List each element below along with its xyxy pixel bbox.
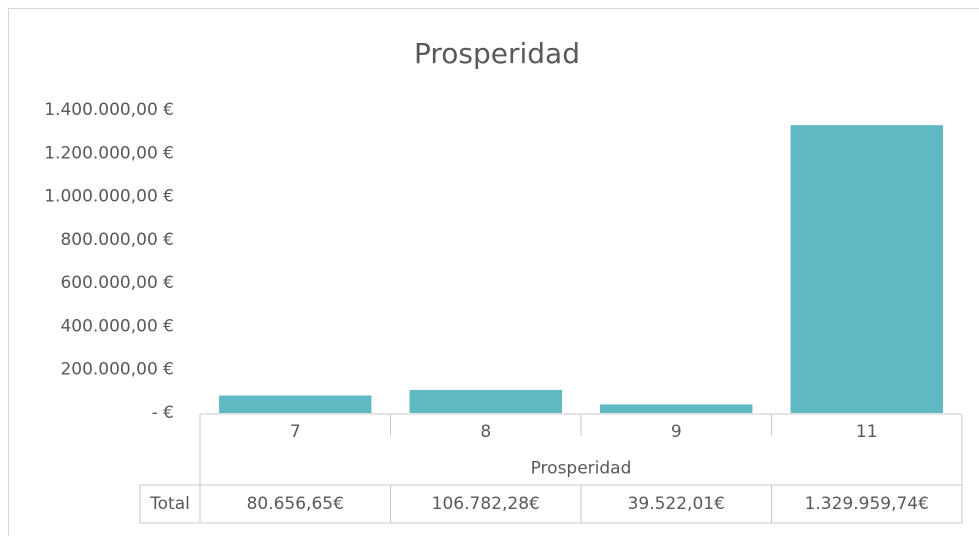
y-tick-label: 600.000,00 €: [60, 273, 174, 293]
chart-title: Prosperidad: [414, 37, 580, 70]
table-row-label: Total: [149, 494, 190, 514]
y-tick-label: 1.000.000,00 €: [44, 187, 174, 207]
table-value: 106.782,28€: [432, 494, 540, 514]
y-tick-label: 1.200.000,00 €: [44, 143, 174, 163]
bar: [600, 404, 753, 413]
x-axis-title: Prosperidad: [531, 459, 632, 479]
y-tick-label: 200.000,00 €: [60, 360, 174, 380]
bar: [219, 395, 372, 413]
y-tick-label: 800.000,00 €: [60, 230, 174, 250]
bar: [409, 389, 562, 413]
bar: [790, 125, 943, 413]
table-value: 80.656,65€: [247, 494, 344, 514]
y-tick-label: 400.000,00 €: [60, 316, 174, 336]
y-tick-label: - €: [152, 403, 174, 423]
x-tick-label: 11: [856, 422, 878, 442]
y-tick-label: 1.400.000,00 €: [44, 100, 174, 120]
table-value: 39.522,01€: [628, 494, 725, 514]
x-tick-label: 9: [671, 422, 682, 442]
table-value: 1.329.959,74€: [805, 494, 929, 514]
x-tick-label: 8: [480, 422, 491, 442]
x-tick-label: 7: [290, 422, 301, 442]
